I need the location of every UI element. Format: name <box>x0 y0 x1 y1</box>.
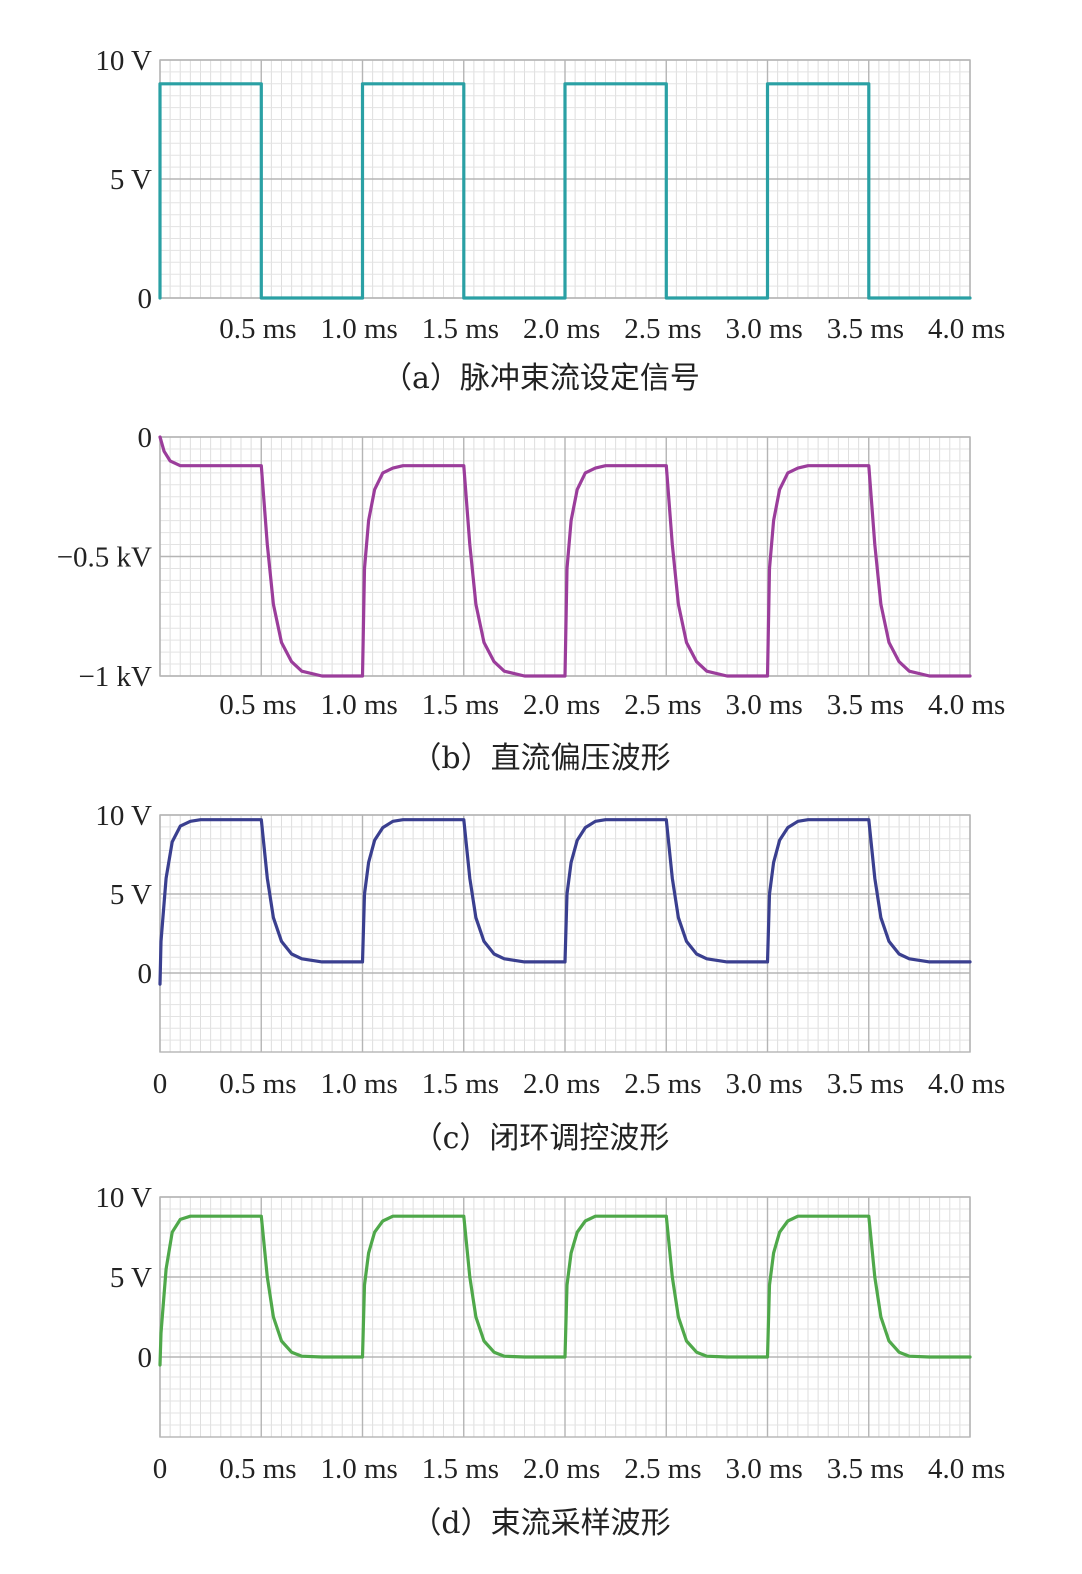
x-tick-label: 1.0 ms <box>321 689 398 721</box>
chart-panel-c: 10 V 5 V 0 0 0.5 ms 1.0 ms 1.5 ms 2.0 ms 2.5 ms 3… <box>95 800 1005 1156</box>
x-tick-label: 3.0 ms <box>726 689 803 721</box>
x-tick-label: 3.5 ms <box>827 313 904 345</box>
x-tick-label: 0 <box>153 1068 168 1100</box>
chart-panel-b: 0 −0.5 kV −1 kV 0.5 ms 1.0 ms 1.5 ms 2.0 ms 2.5… <box>57 422 1006 776</box>
y-tick-label: 0 <box>138 1342 153 1374</box>
y-tick-label: 5 V <box>110 879 152 911</box>
x-tick-label: 0.5 ms <box>219 689 296 721</box>
y-tick-label: −0.5 kV <box>57 542 152 574</box>
x-tick-label: 2.0 ms <box>523 1068 600 1100</box>
chart-panel-d: 10 V 5 V 0 0 0.5 ms 1.0 ms 1.5 ms 2.0 ms 2.5 ms 3… <box>95 1182 1005 1541</box>
y-tick-label: 10 V <box>95 45 152 77</box>
x-tick-label: 0.5 ms <box>219 1453 296 1485</box>
panel-caption: （b）直流偏压波形 <box>411 741 670 776</box>
y-tick-label: 10 V <box>95 1182 152 1214</box>
x-tick-label: 2.5 ms <box>624 1068 701 1100</box>
x-tick-label: 1.0 ms <box>321 1068 398 1100</box>
x-tick-label: 1.5 ms <box>422 1453 499 1485</box>
x-tick-label: 3.0 ms <box>726 1453 803 1485</box>
x-tick-label: 0 <box>153 1453 168 1485</box>
x-tick-label: 2.5 ms <box>624 1453 701 1485</box>
x-tick-label: 3.5 ms <box>827 1068 904 1100</box>
x-tick-label: 3.0 ms <box>726 313 803 345</box>
y-tick-label: 0 <box>138 283 153 315</box>
series-line <box>158 435 972 678</box>
x-tick-label: 0.5 ms <box>219 1068 296 1100</box>
x-tick-label: 3.0 ms <box>726 1068 803 1100</box>
y-tick-label: 10 V <box>95 800 152 832</box>
x-tick-label: 1.0 ms <box>321 313 398 345</box>
series-line <box>158 818 972 986</box>
x-tick-label: 4.0 ms <box>928 1453 1005 1485</box>
x-tick-label: 2.5 ms <box>624 313 701 345</box>
y-tick-label: 5 V <box>110 1262 152 1294</box>
x-tick-label: 1.5 ms <box>422 1068 499 1100</box>
x-tick-label: 3.5 ms <box>827 1453 904 1485</box>
x-tick-label: 0.5 ms <box>219 313 296 345</box>
x-tick-label: 1.5 ms <box>422 689 499 721</box>
plot-frame <box>159 1196 971 1438</box>
x-tick-label: 3.5 ms <box>827 689 904 721</box>
chart-panel-a: 10 V 5 V 0 0.5 ms 1.0 ms 1.5 ms 2.0 ms 2.5 ms 3.… <box>95 45 1005 396</box>
x-tick-label: 1.0 ms <box>321 1453 398 1485</box>
x-tick-label: 4.0 ms <box>928 689 1005 721</box>
x-tick-label: 2.0 ms <box>523 689 600 721</box>
panel-caption: （c）闭环调控波形 <box>413 1121 670 1156</box>
x-tick-label: 1.5 ms <box>422 313 499 345</box>
x-tick-label: 4.0 ms <box>928 313 1005 345</box>
y-tick-label: −1 kV <box>78 661 152 693</box>
y-tick-label: 0 <box>138 958 153 990</box>
panel-caption: （a）脉冲束流设定信号 <box>382 361 700 396</box>
y-tick-label: 5 V <box>110 164 152 196</box>
x-tick-label: 2.5 ms <box>624 689 701 721</box>
y-tick-label: 0 <box>138 422 153 454</box>
series-line <box>158 82 972 300</box>
series-line <box>158 1214 972 1367</box>
plot-frame <box>159 814 971 1053</box>
x-tick-label: 2.0 ms <box>523 1453 600 1485</box>
x-tick-label: 2.0 ms <box>523 313 600 345</box>
panel-caption: （d）束流采样波形 <box>411 1506 670 1541</box>
x-tick-label: 4.0 ms <box>928 1068 1005 1100</box>
